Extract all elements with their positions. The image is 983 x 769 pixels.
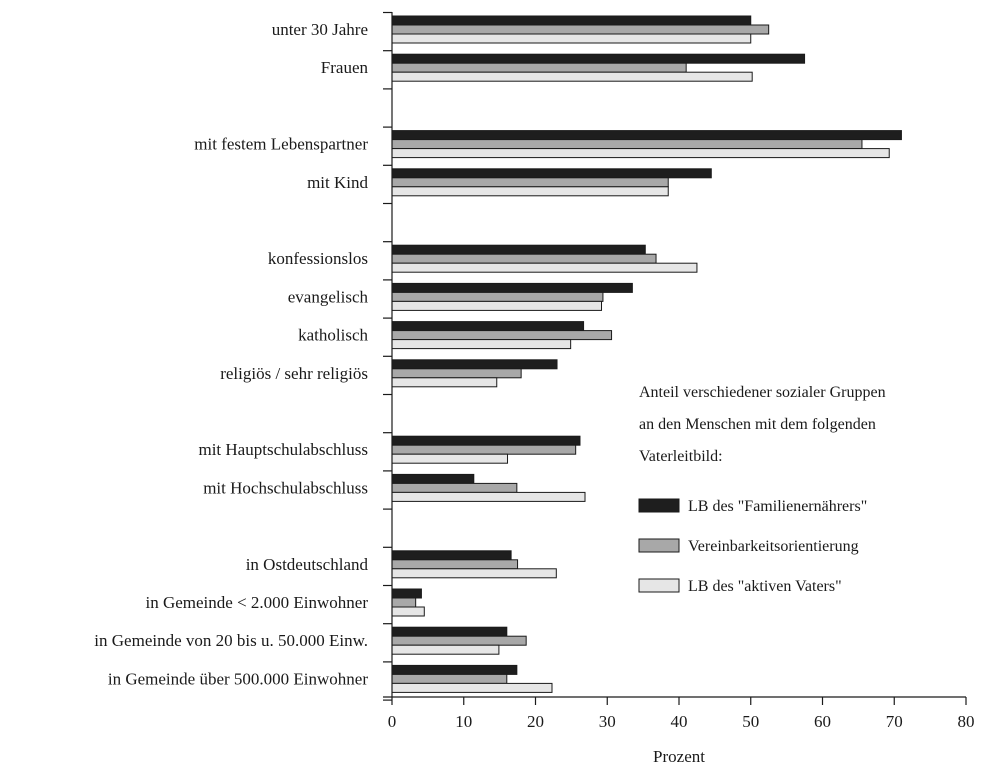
bar	[391, 597, 417, 608]
x-tick-label: 50	[742, 712, 759, 731]
bar	[391, 62, 687, 73]
bar	[391, 15, 752, 26]
category-label: mit Kind	[307, 173, 368, 192]
x-tick-label: 0	[388, 712, 397, 731]
legend-title-line: Anteil verschiedener sozialer Gruppen	[639, 384, 886, 401]
bar	[391, 664, 518, 675]
bar	[391, 244, 646, 255]
bars-group	[391, 15, 902, 693]
bar	[391, 139, 863, 150]
bar	[391, 359, 558, 370]
category-label: religiös / sehr religiös	[220, 364, 368, 383]
legend-label: Vereinbarkeitsorientierung	[688, 538, 859, 555]
bar	[391, 568, 557, 579]
bar	[391, 606, 425, 617]
x-axis-ticks: 0 10 20 30 40 50 60 70 80	[388, 697, 975, 731]
bar	[391, 644, 500, 655]
bar	[391, 339, 572, 350]
bar	[391, 635, 527, 646]
bar	[391, 53, 806, 64]
legend-swatch	[638, 498, 680, 513]
bar	[391, 559, 519, 570]
x-axis-title: Prozent	[653, 747, 705, 766]
bar	[391, 168, 712, 179]
bar	[391, 321, 585, 332]
x-tick-label: 70	[886, 712, 903, 731]
bar	[391, 482, 518, 493]
bar	[391, 177, 669, 188]
legend-items: LB des "Familienernährers" Vereinbarkeits…	[638, 498, 867, 595]
bar	[391, 330, 613, 341]
category-label: unter 30 Jahre	[272, 20, 368, 39]
x-tick-label: 30	[599, 712, 616, 731]
bar	[391, 550, 512, 561]
legend-title-line: an den Menschen mit dem folgenden	[639, 416, 876, 433]
category-label: in Gemeinde < 2.000 Einwohner	[145, 593, 368, 612]
x-tick-label: 10	[455, 712, 472, 731]
bar	[391, 473, 475, 484]
category-label: in Ostdeutschland	[246, 555, 369, 574]
bar	[391, 453, 509, 464]
category-label: katholisch	[298, 326, 368, 345]
category-label: konfessionslos	[268, 249, 368, 268]
legend-title-line: Vaterleitbild:	[639, 448, 723, 465]
bar	[391, 444, 577, 455]
bar	[391, 71, 753, 82]
y-axis-labels: unter 30 Jahre Frauen mit festem Lebenspar…	[94, 20, 368, 688]
x-tick-label: 20	[527, 712, 544, 731]
legend-label: LB des "aktiven Vaters"	[688, 578, 842, 595]
bar	[391, 588, 422, 599]
bar	[391, 130, 902, 141]
category-label: evangelisch	[288, 287, 369, 306]
x-tick-label: 60	[814, 712, 831, 731]
category-label: in Gemeinde über 500.000 Einwohner	[108, 669, 368, 688]
x-tick-label: 40	[671, 712, 688, 731]
category-label: mit Hauptschulabschluss	[198, 440, 368, 459]
bar	[391, 682, 553, 693]
bar	[391, 24, 770, 35]
bar	[391, 253, 657, 264]
y-axis-ticks	[383, 11, 392, 701]
category-label: mit Hochschulabschluss	[203, 478, 368, 497]
bar	[391, 148, 890, 159]
legend: Anteil verschiedener sozialer Gruppen an…	[638, 384, 886, 595]
bar	[391, 262, 698, 273]
bar	[391, 33, 752, 44]
bar	[391, 300, 603, 311]
legend-label: LB des "Familienernährers"	[688, 498, 867, 515]
category-label: Frauen	[321, 58, 369, 77]
category-label: mit festem Lebenspartner	[194, 135, 368, 154]
bar	[391, 377, 498, 388]
x-tick-label: 80	[958, 712, 975, 731]
bar	[391, 368, 522, 379]
bar	[391, 673, 508, 684]
category-label: in Gemeinde von 20 bis u. 50.000 Einw.	[94, 631, 368, 650]
bar	[391, 435, 581, 446]
legend-swatch	[638, 538, 680, 553]
bar	[391, 491, 586, 502]
bar	[391, 186, 669, 197]
bar	[391, 282, 633, 293]
bar	[391, 626, 508, 637]
bar	[391, 291, 604, 302]
legend-swatch	[638, 578, 680, 593]
